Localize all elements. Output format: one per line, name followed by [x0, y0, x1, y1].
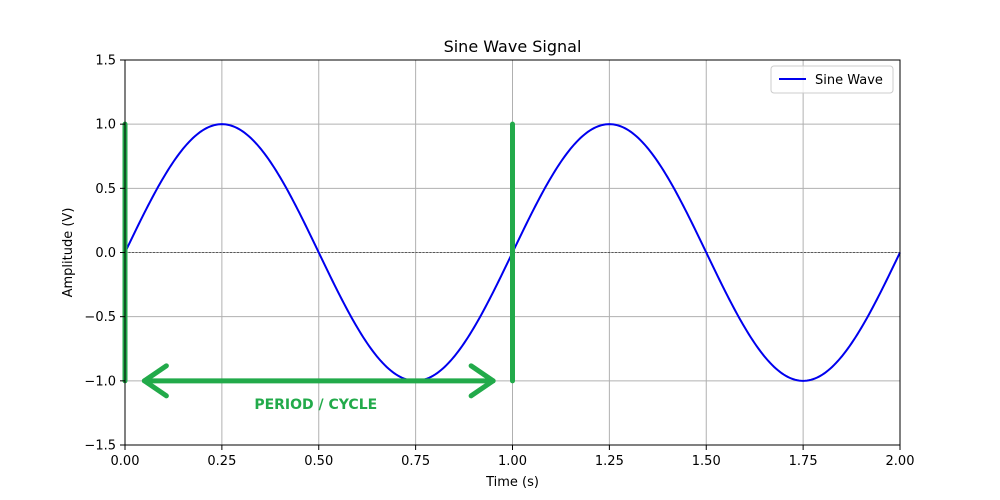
- y-tick-label-6: 1.5: [95, 54, 116, 69]
- x-tick-label-4: 1.00: [498, 454, 527, 469]
- y-tick-label-5: 1.0: [95, 118, 116, 133]
- x-axis-title: Time (s): [485, 475, 539, 490]
- x-tick-label-2: 0.50: [304, 454, 333, 469]
- x-tick-label-3: 0.75: [401, 454, 430, 469]
- x-tick-label-6: 1.50: [692, 454, 721, 469]
- y-tick-label-1: −1.0: [84, 374, 116, 389]
- x-tick-label-7: 1.75: [789, 454, 818, 469]
- legend-box: [770, 65, 894, 94]
- y-tick-label-0: −1.5: [84, 439, 116, 454]
- x-tick-label-8: 2.00: [886, 454, 915, 469]
- chart-title: Sine Wave Signal: [444, 37, 582, 56]
- axis-ticks: 0.00 0.25 0.50 0.75 1.00 1.25 1.50 1.75 2.00 −1.5…: [84, 54, 914, 470]
- period-arrow-head-right: [468, 363, 496, 399]
- period-arrow-head-left: [141, 363, 169, 399]
- y-axis-title: Amplitude (V): [61, 208, 76, 298]
- x-tick-label-5: 1.25: [595, 454, 624, 469]
- legend-label-sine-wave: Sine Wave: [815, 73, 883, 88]
- x-tick-label-1: 0.25: [207, 454, 236, 469]
- y-tick-label-4: 0.5: [95, 182, 116, 197]
- y-tick-label-3: 0.0: [95, 246, 116, 261]
- legend: Sine Wave: [770, 65, 894, 94]
- period-cycle-label: PERIOD / CYCLE: [254, 397, 377, 413]
- y-tick-label-2: −0.5: [84, 310, 116, 325]
- x-tick-label-0: 0.00: [111, 454, 140, 469]
